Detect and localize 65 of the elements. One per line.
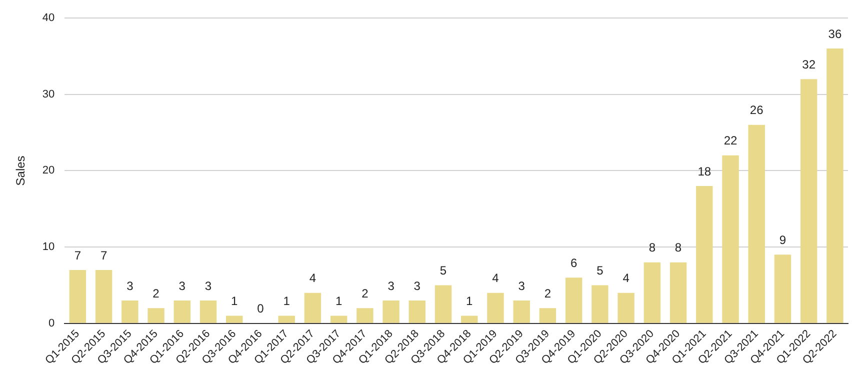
data-label: 3 [388,278,395,293]
data-label: 5 [440,264,447,278]
bar [226,316,243,323]
y-axis-title: Sales [14,156,28,186]
data-label: 18 [698,164,712,178]
bar [748,124,765,323]
bar [200,300,217,323]
y-tick-label: 0 [48,317,55,330]
bar [356,308,374,323]
data-label: 1 [335,294,342,308]
data-label: 4 [622,271,630,286]
bar [618,292,634,323]
bar [408,300,426,323]
data-label: 0 [257,302,264,316]
data-label: 8 [648,240,656,255]
data-label: 3 [126,278,134,293]
bar [592,285,608,323]
bar [722,155,739,323]
data-label: 2 [152,286,160,300]
bar [382,300,400,323]
data-label: 1 [283,294,290,308]
y-tick-label: 40 [42,12,55,24]
bar [148,308,164,323]
y-tick-label: 30 [42,88,55,100]
data-label: 7 [100,248,108,262]
data-label: 5 [596,264,604,278]
bar [434,285,452,323]
bar [670,262,687,323]
data-label: 8 [674,240,682,255]
y-tick-label: 10 [42,241,55,254]
y-tick-label: 20 [42,164,55,177]
data-label: 1 [231,294,238,308]
data-label: 32 [802,57,816,72]
bar [461,316,478,323]
bar [174,300,190,323]
bar [122,300,138,323]
data-label: 2 [362,286,369,300]
data-label: 2 [544,286,552,300]
bar [774,254,792,323]
bar [826,48,844,323]
bar [513,300,530,323]
data-label: 9 [779,232,786,247]
bar [304,292,322,323]
data-label: 36 [828,26,842,41]
data-label: 4 [492,271,500,286]
data-label: 6 [570,256,578,270]
bar [644,262,661,323]
data-label: 22 [724,134,738,148]
data-label: 7 [74,248,82,262]
bar [95,270,112,323]
bar [69,270,86,323]
data-label: 3 [204,278,212,293]
bar [539,308,556,323]
data-label: 26 [750,103,764,118]
bar [278,316,295,323]
bar [487,292,504,323]
bar [696,186,713,323]
data-label: 1 [466,294,474,308]
bar [330,316,348,323]
bar [565,278,582,323]
data-label: 4 [309,271,316,286]
bar [800,79,818,323]
data-label: 3 [414,278,421,293]
data-label: 3 [178,278,186,293]
data-label: 3 [518,278,526,293]
